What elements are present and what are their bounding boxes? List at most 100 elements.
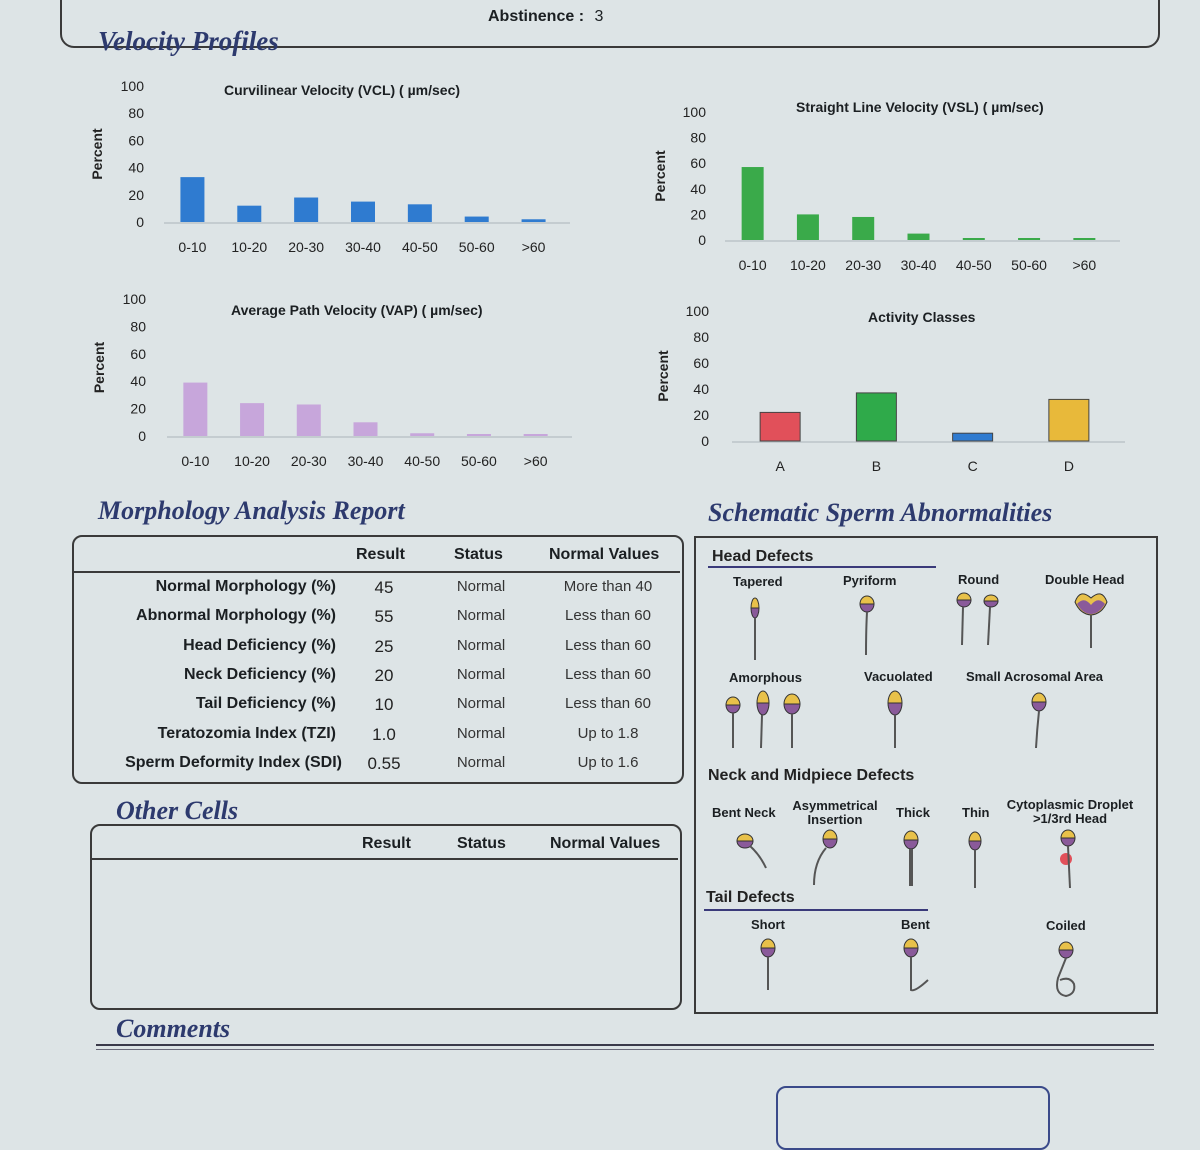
morph-row-label: Head Deficiency (%) xyxy=(183,636,336,654)
schematic-title: Schematic Sperm Abnormalities xyxy=(708,498,1053,527)
chart-1-bar xyxy=(1018,238,1041,240)
morph-row-result: 1.0 xyxy=(372,724,396,744)
morph-row-label: Tail Deficiency (%) xyxy=(195,695,336,713)
label-short: Short xyxy=(751,917,785,932)
sperm-icon-bent-neck xyxy=(736,833,754,849)
comments-underline-secondary xyxy=(96,1049,1154,1050)
chart-0-ytick: 100 xyxy=(121,78,145,94)
morph-row-label: Sperm Deformity Index (SDI) xyxy=(125,753,342,771)
chart-3-ylabel: Percent xyxy=(655,350,671,402)
sperm-icon-tapered xyxy=(750,597,760,619)
chart-3-ytick: 80 xyxy=(693,329,709,345)
morph-row-result: 45 xyxy=(374,578,394,597)
morph-row-result: 20 xyxy=(374,665,394,685)
chart-0-xtick: 40-50 xyxy=(402,239,438,255)
head-defects-underline xyxy=(708,566,936,568)
label-tapered: Tapered xyxy=(733,574,783,589)
morph-header-divider xyxy=(74,571,680,573)
label-asymmetrical-insertion: Asymmetrical Insertion xyxy=(792,798,878,827)
other-cells-title: Other Cells xyxy=(116,796,239,825)
chart-0-xtick: 0-10 xyxy=(178,239,206,255)
label-thin: Thin xyxy=(962,805,990,820)
chart-1-ytick: 60 xyxy=(690,155,706,171)
label-bent: Bent xyxy=(901,917,930,932)
sperm-icon-small-acrosomal xyxy=(1031,692,1047,712)
sperm-icon-amorphous-2 xyxy=(756,690,770,716)
chart-3-ytick: 60 xyxy=(693,355,709,371)
chart-2-bar xyxy=(183,382,208,436)
tail-defects-title: Tail Defects xyxy=(706,889,795,906)
chart-1-xtick: >60 xyxy=(1072,257,1096,273)
chart-0-bar xyxy=(180,177,205,222)
chart-3-ytick: 40 xyxy=(693,381,709,397)
sperm-icon-pyriform xyxy=(859,595,875,613)
chart-1-ytick: 0 xyxy=(698,232,706,248)
chart-3-xtick: A xyxy=(775,458,785,474)
sperm-icon-bent xyxy=(903,938,919,958)
chart-1-xtick: 10-20 xyxy=(790,257,826,273)
sperm-icon-thick xyxy=(903,830,919,850)
chart-1-ytick: 20 xyxy=(690,206,706,222)
neck-defects-title: Neck and Midpiece Defects xyxy=(708,767,915,784)
chart-2-bar xyxy=(410,433,435,436)
chart-2-xtick: 20-30 xyxy=(291,453,327,469)
chart-1-bar xyxy=(962,238,985,240)
morph-header-result: Result xyxy=(356,546,405,563)
chart-2-ytick: 100 xyxy=(123,291,147,307)
tail-line xyxy=(749,845,767,869)
charts-canvas: 100 80 60 40 20 0 Percent 0-10 10-20 20-30 30-40 40… xyxy=(89,78,1125,474)
vcl-chart-title: Curvilinear Velocity (VCL) ( µm/sec) xyxy=(224,82,461,98)
morphology-table-box xyxy=(72,535,684,784)
morph-header-normal: Normal Values xyxy=(549,546,660,563)
label-small-acrosomal-area: Small Acrosomal Area xyxy=(966,669,1104,684)
head-defects-title: Head Defects xyxy=(712,548,814,565)
morph-row-result: 55 xyxy=(374,607,394,627)
chart-3-bar xyxy=(952,432,994,442)
chart-1-group: 100 80 60 40 20 0 Percent 0-10 10-20 20-30 30-40 40… xyxy=(652,104,1120,273)
chart-2-ytick: 40 xyxy=(130,373,146,389)
morphology-title: Morphology Analysis Report xyxy=(98,496,405,525)
other-header-result: Result xyxy=(362,835,411,852)
chart-2-ytick: 20 xyxy=(130,401,146,417)
label-round: Round xyxy=(958,572,1000,587)
chart-1-ylabel: Percent xyxy=(652,150,668,202)
chart-3-bar xyxy=(855,392,897,442)
chart-1-bar xyxy=(907,233,930,240)
chart-3-group: 100 80 60 40 20 0 Percent A B C D xyxy=(655,303,1125,474)
chart-0-bar xyxy=(464,216,489,222)
chart-3-bar xyxy=(759,411,801,442)
sperm-icon-thin xyxy=(968,831,982,851)
label-amorphous: Amorphous xyxy=(729,670,802,685)
morph-row-label: Teratozomia Index (TZI) xyxy=(157,724,336,742)
morph-row-normal: Less than 60 xyxy=(565,636,651,654)
morph-row-normal: Less than 60 xyxy=(565,665,651,683)
chart-0-xtick: >60 xyxy=(522,239,546,255)
morph-row-result: 10 xyxy=(374,695,394,715)
morph-row-result: 25 xyxy=(374,636,394,656)
chart-2-ytick: 0 xyxy=(138,428,146,444)
chart-1-ytick: 80 xyxy=(690,130,706,146)
other-header-status: Status xyxy=(457,835,506,852)
vap-chart-title: Average Path Velocity (VAP) ( µm/sec) xyxy=(231,302,483,318)
morph-row-status: Normal xyxy=(456,695,506,713)
sperm-icon-amorphous-1 xyxy=(725,696,741,714)
chart-2-bar xyxy=(466,434,491,436)
morph-row-status: Normal xyxy=(456,636,506,654)
morph-row-status: Normal xyxy=(456,724,506,742)
chart-3-xtick: B xyxy=(872,458,881,474)
comments-underline xyxy=(96,1044,1154,1046)
chart-0-xtick: 50-60 xyxy=(459,239,495,255)
morph-row-normal: Up to 1.6 xyxy=(577,753,639,771)
tail-line xyxy=(1067,845,1071,889)
chart-1-xtick: 30-40 xyxy=(901,257,937,273)
schematic-box xyxy=(694,536,1158,1014)
morph-row-result: 0.55 xyxy=(367,753,401,773)
chart-2-xtick: >60 xyxy=(524,453,548,469)
chart-3-xtick: C xyxy=(968,458,978,474)
chart-0-xtick: 10-20 xyxy=(231,239,267,255)
chart-2-group: 100 80 60 40 20 0 Percent 0-10 10-20 20-30 30-40 40… xyxy=(91,291,572,469)
report-header-box xyxy=(60,0,1160,48)
chart-0-ytick: 0 xyxy=(136,214,144,230)
label-double-head: Double Head xyxy=(1045,572,1125,587)
morph-row-status: Normal xyxy=(456,665,506,683)
